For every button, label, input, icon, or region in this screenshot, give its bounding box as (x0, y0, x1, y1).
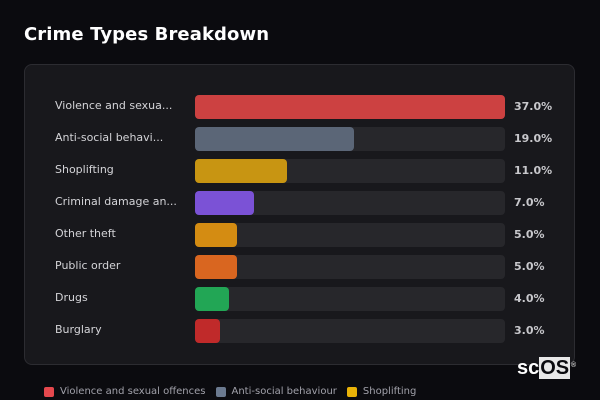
bar-value: 5.0% (514, 260, 545, 273)
bar-track (195, 319, 505, 343)
legend-item[interactable]: Violence and sexual offences (44, 386, 206, 397)
bar-row: Violence and sexua... 37.0% (25, 95, 574, 119)
legend-swatch-icon (346, 386, 357, 397)
bar-label: Other theft (55, 227, 116, 240)
bar-label: Public order (55, 259, 121, 272)
bar-label: Shoplifting (55, 163, 114, 176)
chart-title: Crime Types Breakdown (24, 24, 270, 45)
bar-track (195, 127, 505, 151)
bar-label: Anti-social behavi... (55, 131, 164, 144)
chart-card: Violence and sexua... 37.0% Anti-social be… (24, 64, 575, 365)
bar-row: Burglary 3.0% (25, 319, 574, 343)
legend-swatch-icon (44, 386, 54, 397)
legend-item[interactable]: Anti-social behaviour (215, 386, 337, 397)
bar-fill (195, 287, 229, 311)
bar-track (195, 287, 505, 311)
legend-label: Violence and sexual offences (60, 386, 206, 397)
bar-row: Public order 5.0% (25, 255, 574, 279)
bar-value: 37.0% (514, 100, 553, 113)
bar-fill (195, 95, 505, 119)
bar-track (195, 255, 505, 279)
bar-value: 11.0% (514, 164, 553, 177)
legend-item[interactable]: Shoplifting (346, 386, 417, 397)
bar-value: 7.0% (514, 196, 545, 209)
registered-mark-icon: ® (570, 362, 577, 369)
bar-track (195, 159, 505, 183)
bar-label: Burglary (55, 323, 102, 336)
bar-label: Violence and sexua... (55, 99, 173, 112)
bar-row: Drugs 4.0% (25, 287, 574, 311)
bar-track (195, 223, 505, 247)
bar-fill (195, 319, 221, 343)
bar-label: Drugs (55, 291, 88, 304)
bar-label: Criminal damage an... (55, 195, 177, 208)
bar-track (195, 191, 505, 215)
bar-track (195, 95, 505, 119)
logo-highlight: OS (539, 357, 571, 379)
bar-value: 19.0% (514, 132, 553, 145)
logo-prefix: sc (517, 357, 540, 379)
bar-row: Other theft 5.0% (25, 223, 574, 247)
bar-row: Criminal damage an... 7.0% (25, 191, 574, 215)
bar-fill (195, 191, 254, 215)
bar-row: Anti-social behavi... 19.0% (25, 127, 574, 151)
bar-fill (195, 127, 355, 151)
bar-fill (195, 255, 237, 279)
legend-swatch-icon (215, 386, 226, 397)
bar-fill (195, 223, 237, 247)
legend-label: Shoplifting (362, 386, 417, 397)
bar-fill (195, 159, 288, 183)
chart-legend: Violence and sexual offences Anti-social … (44, 386, 416, 397)
bar-row: Shoplifting 11.0% (25, 159, 574, 183)
bar-value: 3.0% (514, 324, 545, 337)
bar-value: 4.0% (514, 292, 545, 305)
scos-logo: scOS ® (517, 357, 576, 379)
bar-value: 5.0% (514, 228, 545, 241)
legend-label: Anti-social behaviour (231, 386, 337, 397)
